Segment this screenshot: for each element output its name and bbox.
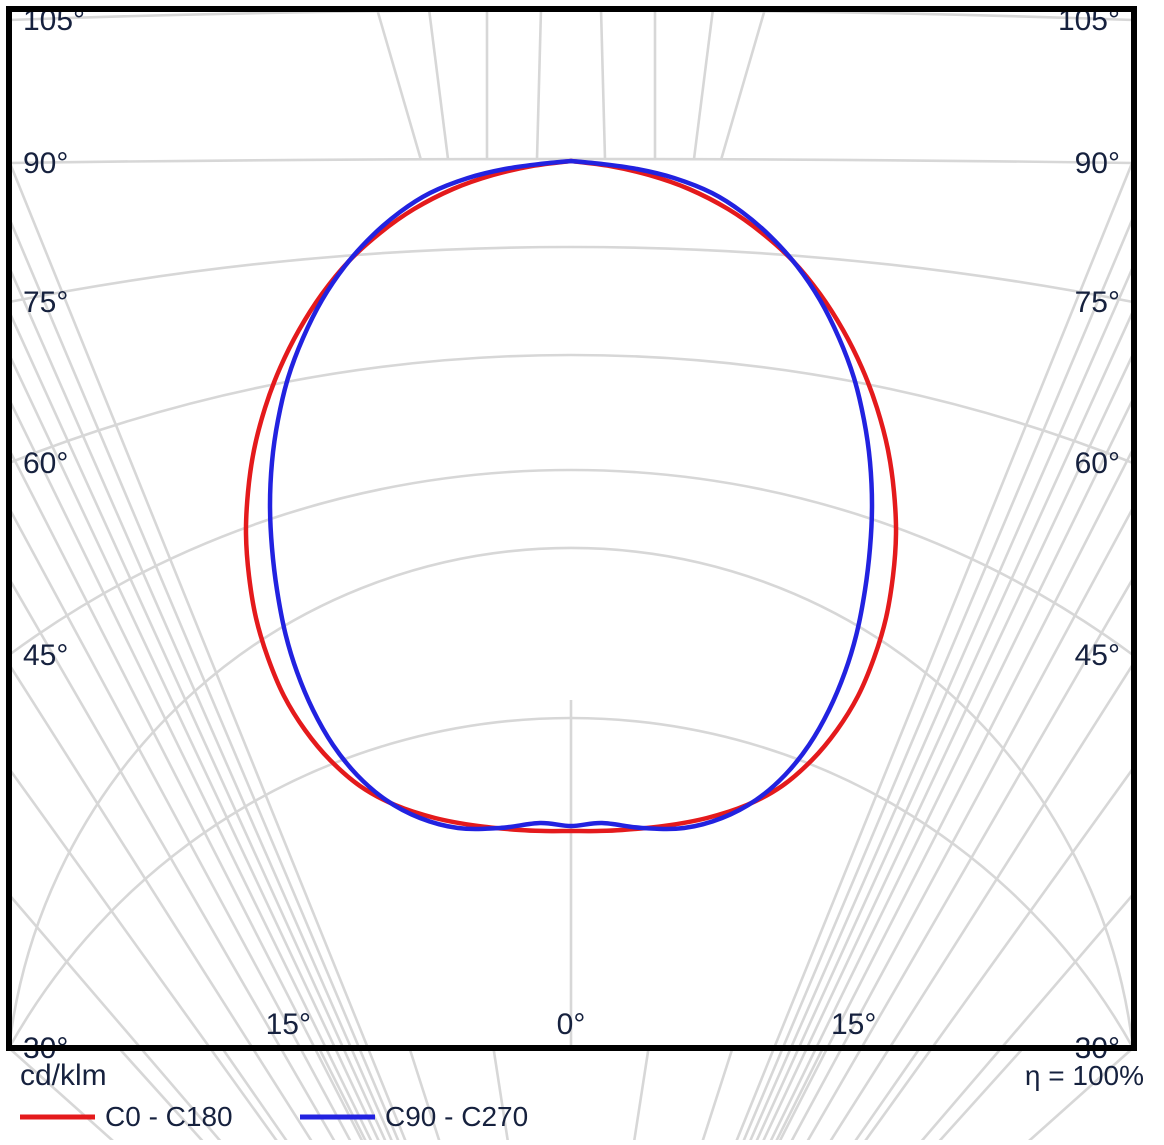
svg-text:60°: 60° (23, 447, 68, 480)
svg-text:15°: 15° (831, 1008, 876, 1041)
svg-text:15°: 15° (266, 1008, 311, 1041)
svg-text:C90 - C270: C90 - C270 (385, 1101, 528, 1132)
svg-text:90°: 90° (23, 147, 68, 180)
svg-text:cd/klm: cd/klm (20, 1059, 107, 1092)
svg-text:90°: 90° (1075, 147, 1120, 180)
svg-text:45°: 45° (1075, 639, 1120, 672)
svg-text:45°: 45° (23, 639, 68, 672)
svg-text:C0 - C180: C0 - C180 (105, 1101, 233, 1132)
svg-text:75°: 75° (1075, 286, 1120, 319)
svg-text:η = 100%: η = 100% (1025, 1060, 1144, 1091)
svg-text:75°: 75° (23, 286, 68, 319)
svg-text:0°: 0° (557, 1008, 586, 1041)
svg-text:60°: 60° (1075, 447, 1120, 480)
